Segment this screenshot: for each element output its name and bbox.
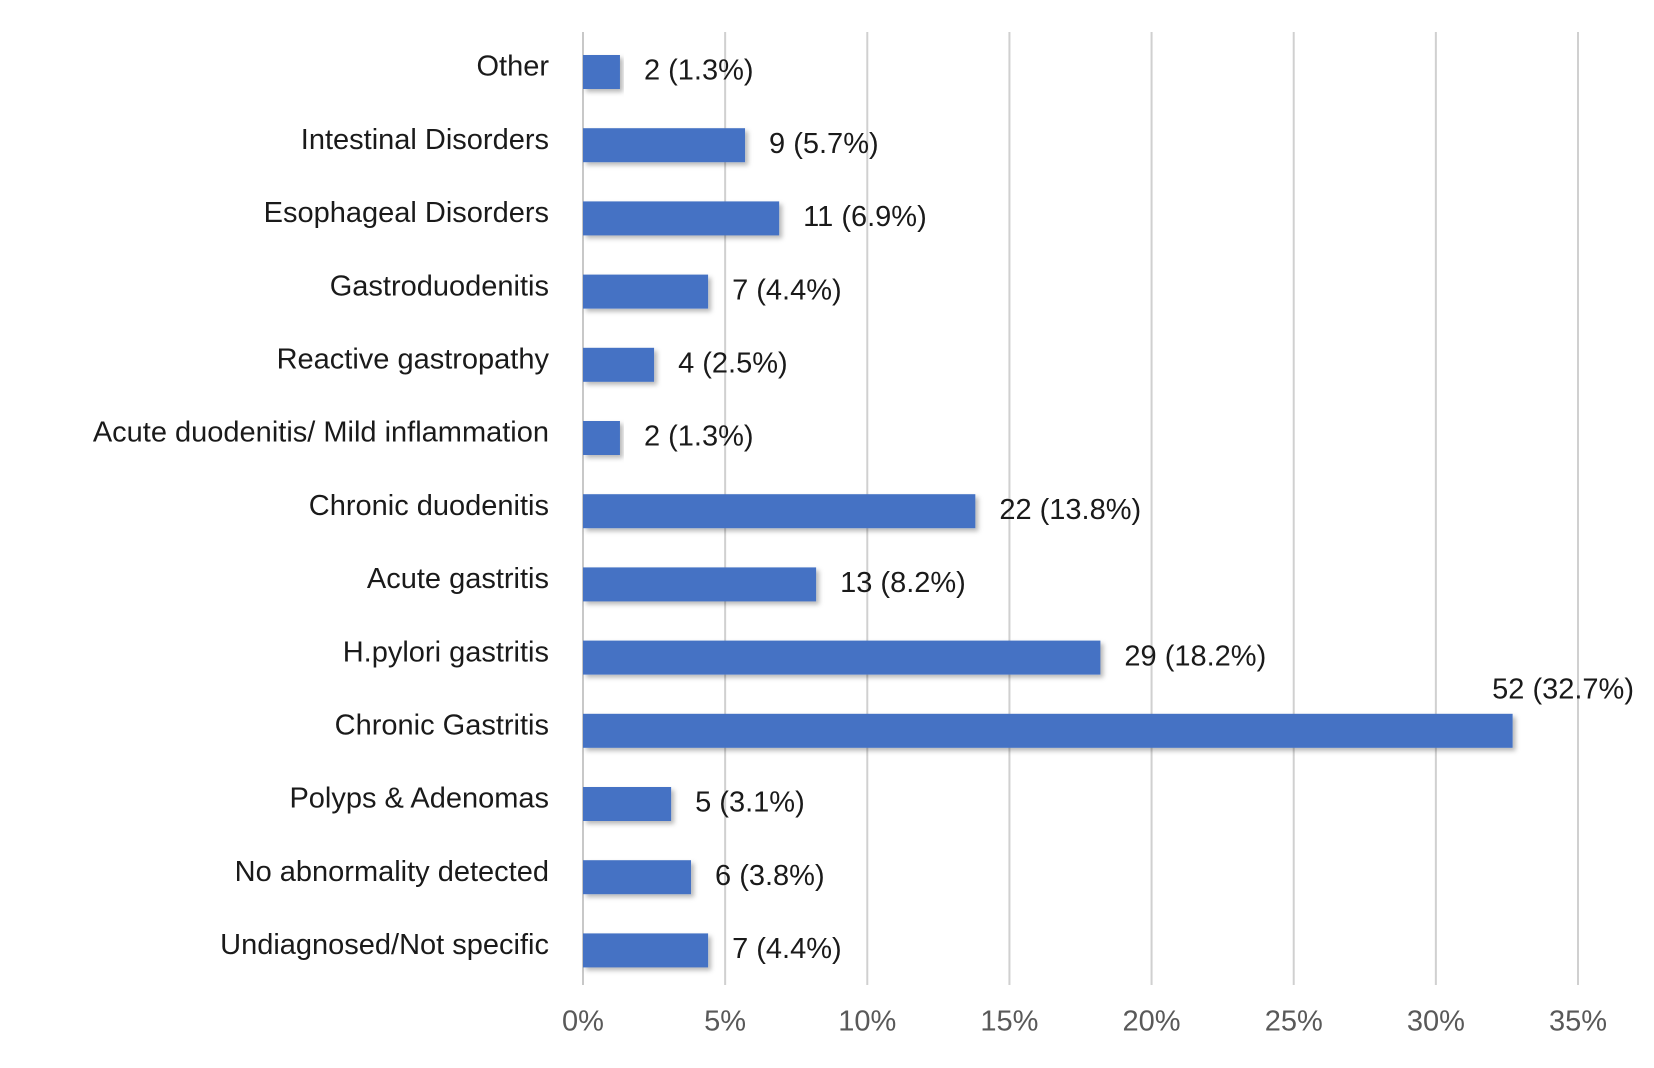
horizontal-bar-chart: Other Intestinal Disorders Esophageal Diso… xyxy=(0,0,1654,1068)
category-label: Other xyxy=(476,51,549,83)
data-label: 6 (3.8%) xyxy=(715,860,825,892)
data-label: 2 (1.3%) xyxy=(644,55,754,87)
data-label: 13 (8.2%) xyxy=(840,567,966,599)
bar xyxy=(583,860,691,894)
category-labels: Other Intestinal Disorders Esophageal Diso… xyxy=(93,51,550,961)
bar xyxy=(583,714,1513,748)
category-label: Acute duodenitis/ Mild inflammation xyxy=(93,417,549,449)
x-tick-label: 35% xyxy=(1549,1006,1607,1038)
category-label: Chronic Gastritis xyxy=(335,709,549,741)
category-label: Chronic duodenitis xyxy=(309,490,549,522)
data-label: 22 (13.8%) xyxy=(999,494,1141,526)
x-tick-label: 10% xyxy=(838,1006,896,1038)
bar xyxy=(583,201,779,235)
category-label: Reactive gastropathy xyxy=(277,343,550,375)
bar xyxy=(583,567,816,601)
data-label: 52 (32.7%) xyxy=(1492,673,1634,705)
category-label: Esophageal Disorders xyxy=(264,197,549,229)
data-label: 7 (4.4%) xyxy=(732,274,842,306)
x-tick-label: 30% xyxy=(1407,1006,1465,1038)
bar xyxy=(583,348,654,382)
data-label: 29 (18.2%) xyxy=(1124,640,1266,672)
data-label: 9 (5.7%) xyxy=(769,128,879,160)
category-label: Undiagnosed/Not specific xyxy=(220,929,549,961)
data-label: 11 (6.9%) xyxy=(803,201,927,233)
bar xyxy=(583,55,620,89)
bar xyxy=(583,128,745,162)
x-tick-label: 0% xyxy=(562,1006,604,1038)
bar xyxy=(583,494,975,528)
bar xyxy=(583,787,671,821)
category-label: Gastroduodenitis xyxy=(330,270,549,302)
x-tick-label: 15% xyxy=(980,1006,1038,1038)
data-label: 5 (3.1%) xyxy=(695,787,805,819)
category-label: No abnormality detected xyxy=(235,856,549,888)
category-label: Intestinal Disorders xyxy=(301,124,549,156)
data-label: 7 (4.4%) xyxy=(732,933,842,965)
category-label: H.pylori gastritis xyxy=(343,636,549,668)
bar xyxy=(583,421,620,455)
chart-container: Other Intestinal Disorders Esophageal Diso… xyxy=(0,0,1654,1068)
category-label: Acute gastritis xyxy=(367,563,549,595)
x-tick-label: 5% xyxy=(704,1006,746,1038)
data-label: 2 (1.3%) xyxy=(644,421,754,453)
x-tick-label: 25% xyxy=(1265,1006,1323,1038)
x-axis-ticks: 0% 5% 10% 15% 20% 25% 30% 35% xyxy=(562,1006,1607,1038)
bar xyxy=(583,933,708,967)
category-label: Polyps & Adenomas xyxy=(289,783,549,815)
bar xyxy=(583,275,708,309)
bar xyxy=(583,641,1100,675)
data-label: 4 (2.5%) xyxy=(678,347,788,379)
x-tick-label: 20% xyxy=(1123,1006,1181,1038)
